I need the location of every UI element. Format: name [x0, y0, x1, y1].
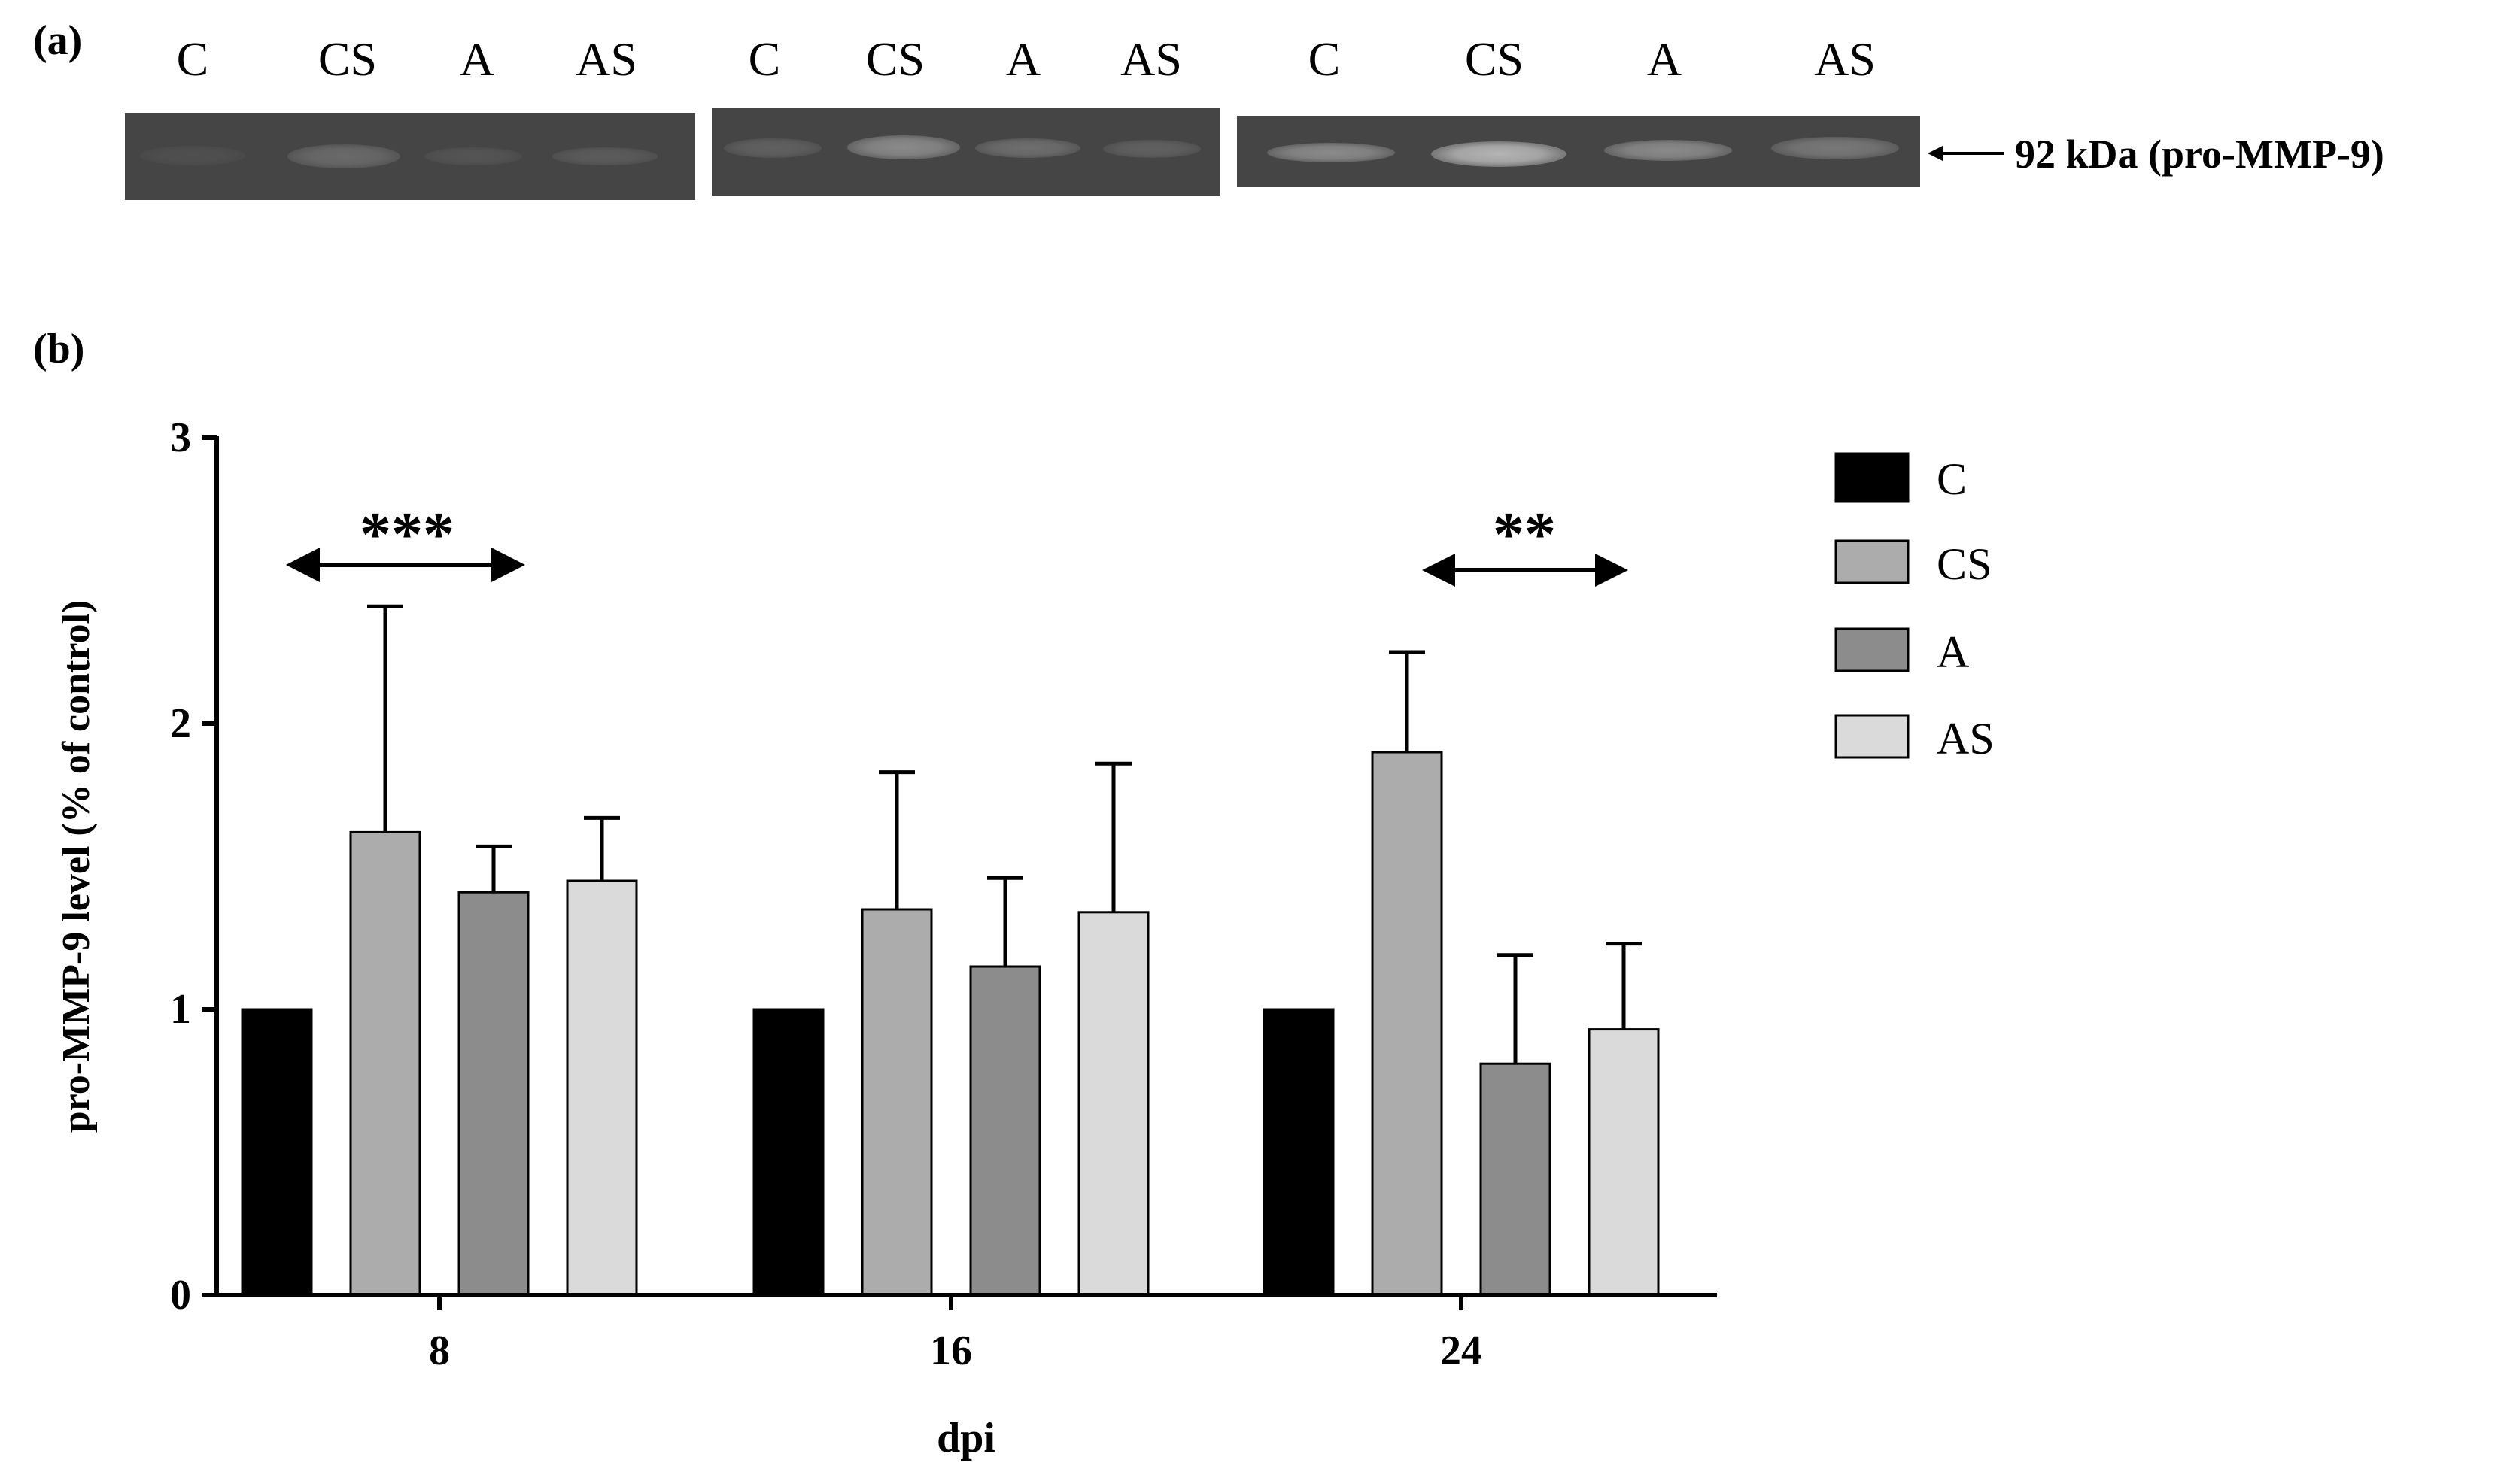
y-axis-label: pro-MMP-9 level (% of control)	[55, 600, 98, 1133]
x-axis-ticks: 8 16 24	[429, 1295, 1482, 1374]
gel-strip-3	[1237, 116, 1920, 187]
gel-band	[287, 144, 400, 168]
lane-label: A	[1005, 32, 1041, 86]
lane-label: C	[1308, 32, 1341, 86]
gel-band	[1604, 140, 1732, 161]
bar-a-16	[969, 965, 1041, 1297]
y-axis-ticks: 0 1 2 3	[170, 414, 217, 1319]
y-tick-label: 3	[170, 414, 191, 461]
gel-band	[724, 138, 822, 158]
bar-c-16	[752, 1008, 825, 1297]
legend-label: C	[1937, 454, 1967, 504]
bars	[241, 751, 1660, 1297]
legend-label: AS	[1937, 714, 1995, 763]
gel-band	[552, 147, 658, 165]
lane-label: AS	[1814, 32, 1876, 86]
lane-label: CS	[865, 32, 925, 86]
gel-strip-1	[125, 113, 695, 200]
lane-label: C	[176, 32, 209, 86]
bar-a-24	[1479, 1062, 1551, 1297]
gel-band	[140, 146, 245, 165]
bar-c-8	[241, 1008, 313, 1297]
x-tick-label: 24	[1440, 1328, 1482, 1374]
significance-annotation-8: ***	[286, 499, 525, 582]
axes	[214, 436, 1717, 1297]
bar-cs-16	[861, 908, 933, 1297]
gel-band	[1431, 141, 1566, 167]
error-bars	[367, 604, 1642, 1064]
panel-b-label: (b)	[33, 326, 85, 372]
significance-stars: **	[1493, 499, 1556, 569]
x-axis-label: dpi	[937, 1415, 995, 1461]
lane-label: AS	[576, 32, 637, 86]
marker-arrow	[1928, 146, 2004, 161]
x-tick-label: 16	[930, 1328, 972, 1374]
gel-band	[1267, 143, 1395, 162]
lane-label: A	[459, 32, 495, 86]
x-tick-label: 8	[429, 1328, 450, 1374]
marker-label: 92 kDa (pro-MMP-9)	[2015, 132, 2384, 177]
gel-band	[1103, 140, 1201, 158]
bar-as-24	[1588, 1028, 1660, 1297]
legend-swatch-cs	[1834, 539, 1910, 584]
legend-swatch-as	[1834, 714, 1910, 759]
y-tick-label: 0	[170, 1272, 191, 1319]
y-tick-label: 1	[170, 986, 191, 1033]
gel-band	[975, 138, 1080, 158]
bar-as-16	[1077, 911, 1150, 1297]
lane-label: CS	[1464, 32, 1524, 86]
lane-label: A	[1646, 32, 1682, 86]
lane-label: CS	[318, 32, 378, 86]
bar-a-8	[457, 891, 530, 1297]
bar-c-24	[1263, 1008, 1335, 1297]
legend-swatch-a	[1834, 627, 1910, 672]
lane-label: C	[748, 32, 781, 86]
gel-band	[1771, 137, 1899, 159]
legend: C CS A AS	[1834, 452, 1995, 763]
panel-a-label: (a)	[33, 17, 83, 64]
y-tick-label: 2	[170, 700, 191, 747]
bar-cs-24	[1371, 751, 1443, 1297]
legend-label: A	[1937, 627, 1969, 677]
significance-annotation-24: **	[1422, 499, 1628, 587]
bar-cs-8	[349, 830, 421, 1297]
significance-stars: ***	[360, 499, 454, 569]
bar-as-8	[566, 879, 638, 1297]
lane-label: AS	[1120, 32, 1182, 86]
legend-swatch-c	[1834, 452, 1910, 503]
gel-band	[847, 135, 960, 159]
legend-label: CS	[1937, 539, 1992, 589]
gel-strip-2	[712, 108, 1220, 196]
gel-band	[424, 147, 522, 165]
